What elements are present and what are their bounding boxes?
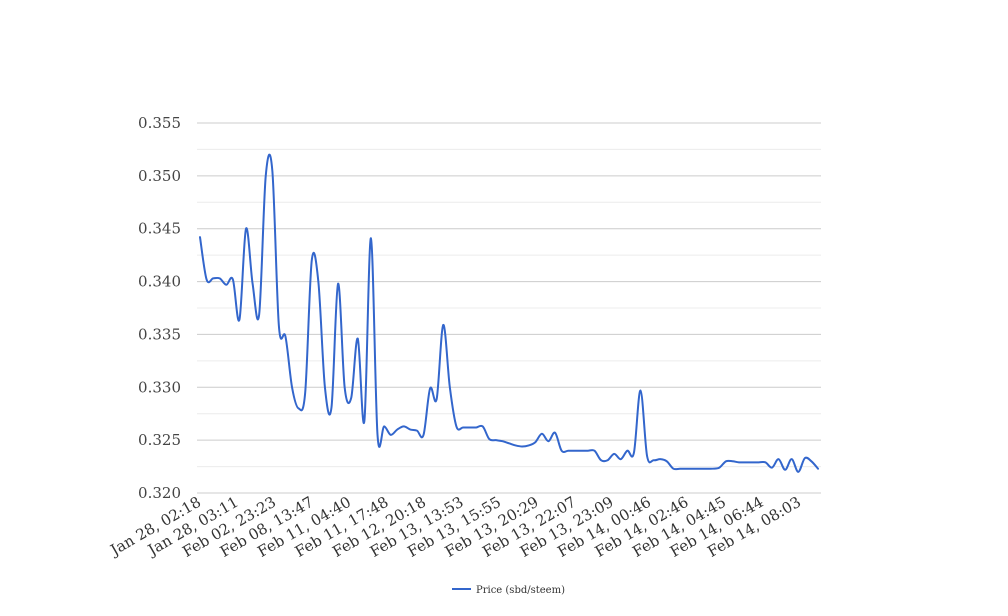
series-line-price bbox=[199, 153, 819, 473]
series-layer bbox=[199, 153, 819, 473]
y-tick-label: 0.345 bbox=[138, 220, 181, 238]
y-tick-label: 0.335 bbox=[138, 325, 181, 343]
y-tick-label: 0.320 bbox=[138, 484, 181, 502]
y-tick-label: 0.330 bbox=[138, 378, 181, 396]
chart-grid bbox=[197, 122, 821, 494]
y-tick-label: 0.340 bbox=[138, 273, 181, 291]
legend-label-price: Price (sbd/steem) bbox=[476, 585, 565, 596]
legend: Price (sbd/steem) bbox=[452, 585, 565, 596]
y-tick-label: 0.325 bbox=[138, 431, 181, 449]
y-axis-ticks: 0.320 0.325 0.330 0.335 0.340 0.345 0.350 0.355 bbox=[138, 114, 181, 502]
y-tick-label: 0.355 bbox=[138, 114, 181, 132]
y-tick-label: 0.350 bbox=[138, 167, 181, 185]
